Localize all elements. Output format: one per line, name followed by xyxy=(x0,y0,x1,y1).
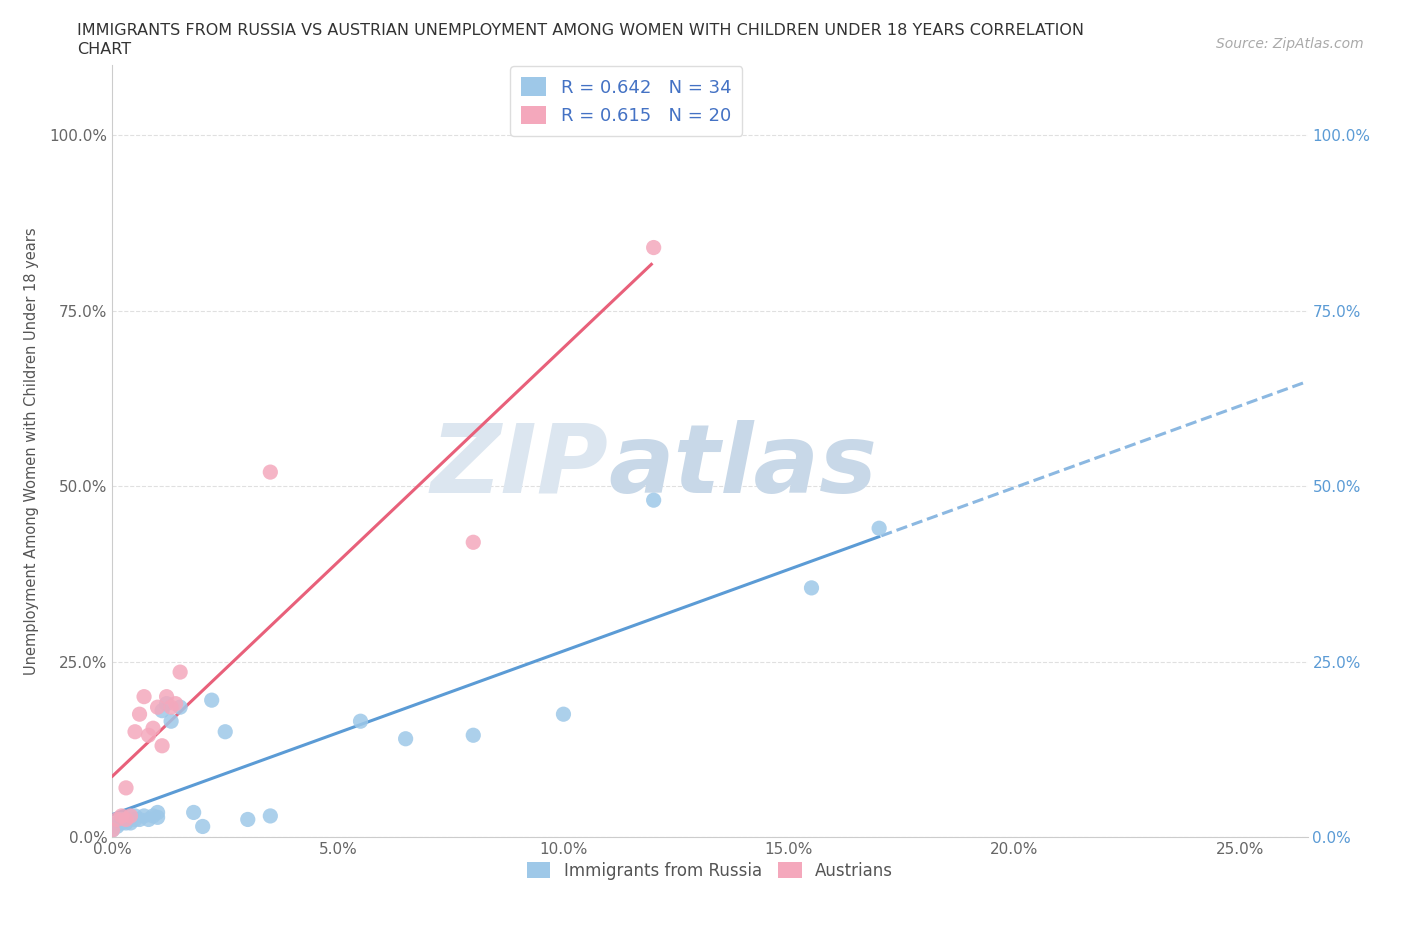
Point xyxy=(101,822,124,837)
Point xyxy=(169,665,191,680)
Text: CHART: CHART xyxy=(77,42,131,57)
Point xyxy=(138,812,160,827)
Point xyxy=(150,738,173,753)
Point xyxy=(236,812,259,827)
Point xyxy=(800,580,823,595)
Point xyxy=(201,693,224,708)
Point xyxy=(146,810,169,825)
Point xyxy=(124,808,146,823)
Point xyxy=(105,819,128,834)
Point xyxy=(115,812,138,827)
Point xyxy=(643,493,665,508)
Point xyxy=(259,465,281,480)
Text: IMMIGRANTS FROM RUSSIA VS AUSTRIAN UNEMPLOYMENT AMONG WOMEN WITH CHILDREN UNDER : IMMIGRANTS FROM RUSSIA VS AUSTRIAN UNEMP… xyxy=(77,23,1084,38)
Point xyxy=(150,703,173,718)
Point xyxy=(124,812,146,827)
Point xyxy=(115,780,138,795)
Point xyxy=(120,810,142,825)
Point xyxy=(110,808,132,823)
Point xyxy=(128,812,150,827)
Point xyxy=(110,812,132,827)
Point xyxy=(142,808,165,823)
Point xyxy=(124,724,146,739)
Point xyxy=(132,689,155,704)
Point xyxy=(349,714,371,729)
Y-axis label: Unemployment Among Women with Children Under 18 years: Unemployment Among Women with Children U… xyxy=(24,227,38,675)
Point xyxy=(155,689,177,704)
Legend: Immigrants from Russia, Austrians: Immigrants from Russia, Austrians xyxy=(520,856,900,886)
Point xyxy=(132,808,155,823)
Point xyxy=(105,816,128,830)
Text: ZIP: ZIP xyxy=(430,420,609,513)
Point xyxy=(128,707,150,722)
Point xyxy=(120,816,142,830)
Text: Source: ZipAtlas.com: Source: ZipAtlas.com xyxy=(1216,37,1364,51)
Point xyxy=(868,521,890,536)
Point xyxy=(115,812,138,827)
Point xyxy=(146,699,169,714)
Point xyxy=(101,822,124,837)
Point xyxy=(138,728,160,743)
Point xyxy=(463,728,485,743)
Point xyxy=(155,697,177,711)
Point xyxy=(105,812,128,827)
Point xyxy=(214,724,236,739)
Point xyxy=(115,816,138,830)
Point xyxy=(110,816,132,830)
Point xyxy=(643,240,665,255)
Point xyxy=(146,805,169,820)
Point xyxy=(259,808,281,823)
Point xyxy=(160,714,183,729)
Point xyxy=(160,699,183,714)
Point xyxy=(142,721,165,736)
Point xyxy=(553,707,575,722)
Point xyxy=(165,697,187,711)
Point xyxy=(120,808,142,823)
Point xyxy=(191,819,214,834)
Point xyxy=(183,805,205,820)
Point xyxy=(394,731,416,746)
Text: atlas: atlas xyxy=(609,420,877,513)
Point xyxy=(463,535,485,550)
Point xyxy=(169,699,191,714)
